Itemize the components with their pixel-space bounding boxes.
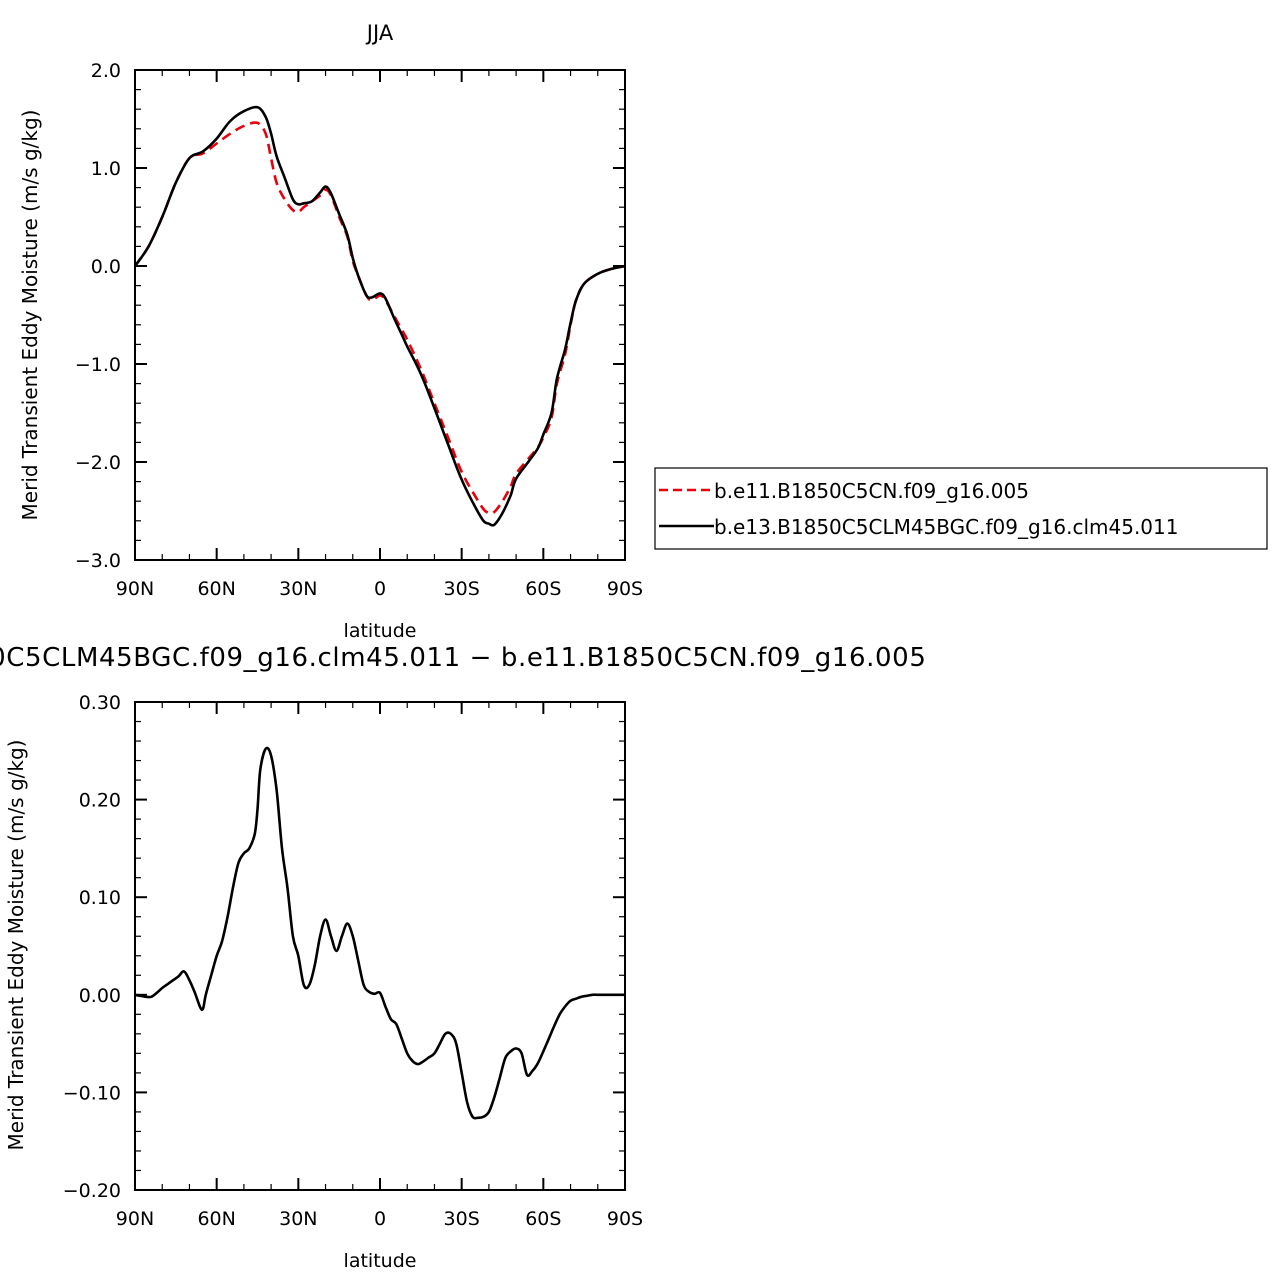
bottom-y-tick-label: 0.10 bbox=[79, 887, 121, 909]
bottom-y-tick-label: −0.20 bbox=[63, 1180, 121, 1202]
bottom-series-group bbox=[134, 746, 625, 1120]
top-y-tick-label: −1.0 bbox=[75, 354, 121, 376]
top-y-tick-label: −2.0 bbox=[75, 452, 121, 474]
bottom-y-tick-label: 0.00 bbox=[79, 985, 121, 1007]
bottom-y-tick-label: 0.30 bbox=[79, 692, 121, 714]
top-series-line-1 bbox=[133, 121, 626, 515]
legend-label-series-2: b.e13.B1850C5CLM45BGC.f09_g16.clm45.011 bbox=[714, 515, 1178, 539]
bottom-y-tick-labels: 0.30 0.20 0.10 0.00 −0.10 −0.20 bbox=[63, 692, 121, 1202]
top-series-line-2 bbox=[133, 105, 626, 527]
top-chart-title: JJA bbox=[365, 21, 394, 45]
bottom-x-tick-label: 90S bbox=[607, 1208, 643, 1230]
top-y-axis-label: Merid Transient Eddy Moisture (m/s g/kg) bbox=[18, 110, 42, 521]
top-x-tick-label: 90N bbox=[116, 578, 154, 600]
top-series-group bbox=[133, 105, 626, 527]
top-y-tick-label: −3.0 bbox=[75, 550, 121, 572]
top-y-tick-labels: 2.0 1.0 0.0 −1.0 −2.0 −3.0 bbox=[75, 60, 121, 572]
bottom-y-tick-label: −0.10 bbox=[63, 1082, 121, 1104]
bottom-x-tick-label: 60N bbox=[197, 1208, 235, 1230]
top-x-axis-label: latitude bbox=[344, 620, 417, 642]
top-x-tick-label: 0 bbox=[374, 578, 386, 600]
top-plot-frame bbox=[134, 69, 626, 561]
bottom-x-tick-label: 0 bbox=[374, 1208, 386, 1230]
bottom-x-tick-label: 30S bbox=[444, 1208, 480, 1230]
bottom-chart-title: b.e13.B1850C5CLM45BGC.f09_g16.clm45.011 … bbox=[0, 643, 926, 673]
top-x-tick-label: 60S bbox=[525, 578, 561, 600]
top-y-tick-label: 2.0 bbox=[91, 60, 121, 82]
top-x-tick-label: 30N bbox=[279, 578, 317, 600]
bottom-x-tick-label: 60S bbox=[525, 1208, 561, 1230]
top-y-tick-label: 0.0 bbox=[91, 256, 121, 278]
top-panel: JJA 90N 60N 30N 0 30S 60S 90S 2.0 1.0 0.0 −1.0 −2.… bbox=[18, 21, 643, 642]
legend-label-series-1: b.e11.B1850C5CN.f09_g16.005 bbox=[714, 479, 1029, 503]
top-x-tick-label: 90S bbox=[607, 578, 643, 600]
bottom-tick-marks bbox=[134, 701, 626, 1191]
bottom-x-tick-label: 90N bbox=[116, 1208, 154, 1230]
legend-box bbox=[654, 467, 1268, 550]
bottom-plot-frame bbox=[134, 701, 626, 1191]
bottom-x-axis-label: latitude bbox=[344, 1250, 417, 1272]
bottom-y-axis-label: Merid Transient Eddy Moisture (m/s g/kg) bbox=[4, 740, 28, 1151]
bottom-y-tick-label: 0.20 bbox=[79, 790, 121, 812]
top-tick-marks bbox=[134, 69, 626, 561]
top-x-tick-label: 60N bbox=[197, 578, 235, 600]
bottom-x-tick-labels: 90N 60N 30N 0 30S 60S 90S bbox=[116, 1208, 643, 1230]
bottom-series-line-1 bbox=[134, 746, 625, 1120]
top-y-tick-label: 1.0 bbox=[91, 158, 121, 180]
top-x-tick-label: 30S bbox=[444, 578, 480, 600]
bottom-panel: b.e13.B1850C5CLM45BGC.f09_g16.clm45.011 … bbox=[0, 643, 926, 1272]
legend: b.e11.B1850C5CN.f09_g16.005 b.e13.B1850C… bbox=[654, 467, 1268, 550]
top-x-tick-labels: 90N 60N 30N 0 30S 60S 90S bbox=[116, 578, 643, 600]
bottom-x-tick-label: 30N bbox=[279, 1208, 317, 1230]
